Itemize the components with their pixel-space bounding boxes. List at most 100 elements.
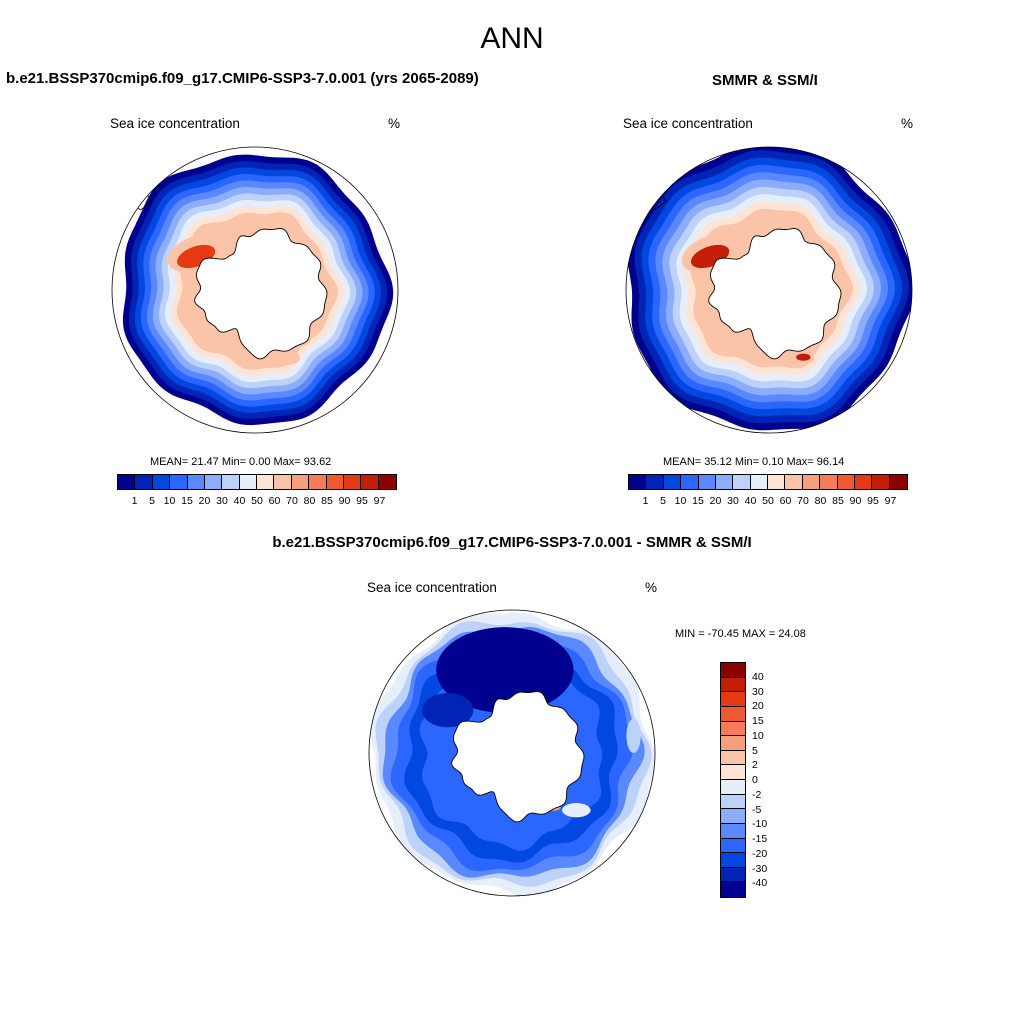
colorbar-swatch <box>820 475 838 489</box>
colorbar-swatch <box>721 692 745 707</box>
colorbar-tick-label: 30 <box>727 495 739 507</box>
colorbar-tick-label: 97 <box>373 495 386 507</box>
colorbar-swatch <box>222 475 240 489</box>
colorbar-tick-label: 97 <box>884 495 897 507</box>
main-title: ANN <box>480 22 544 55</box>
colorbar-swatch <box>135 475 153 489</box>
panel-1-title: b.e21.BSSP370cmip6.f09_g17.CMIP6-SSP3-7.… <box>6 70 479 87</box>
colorbar-swatch <box>733 475 751 489</box>
colorbar-tick-label: 5 <box>660 495 666 507</box>
colorbar-swatch <box>721 853 745 868</box>
colorbar-swatch <box>872 475 890 489</box>
colorbar-tick-label: 40 <box>233 495 246 507</box>
colorbar-tick-label: 40 <box>752 670 764 683</box>
colorbar-swatch <box>721 706 745 722</box>
colorbar-tick-label: 0 <box>752 774 758 786</box>
colorbar-swatch <box>187 475 205 489</box>
colorbar-tick-label: -30 <box>752 862 768 875</box>
colorbar-swatch <box>239 475 257 489</box>
panel-3-difference-map <box>368 609 656 897</box>
colorbar-tick-label: 15 <box>752 715 764 727</box>
colorbar-tick-label: 70 <box>286 495 298 507</box>
colorbar-swatch <box>309 475 327 489</box>
panel-1-polar-map <box>111 146 399 434</box>
panel-1-stats: MEAN= 21.47 Min= 0.00 Max= 93.62 <box>150 456 332 468</box>
colorbar-swatch <box>721 809 745 824</box>
colorbar-swatch <box>361 475 379 489</box>
colorbar-swatch <box>889 475 907 489</box>
colorbar-tick-label: 5 <box>752 744 758 757</box>
colorbar-tick-label: 95 <box>356 495 368 507</box>
colorbar-tick-label: 1 <box>642 495 649 507</box>
colorbar-tick-label: -10 <box>752 818 768 831</box>
panel-3-colorbar-ticks: 40 30 20 15 10 5 2 0 -2 -5 -10 -15 -20 -30 -40 <box>752 662 782 898</box>
panel-2-title: SMMR & SSM/I <box>712 72 818 89</box>
panel-2-colorbar <box>628 474 908 490</box>
panel-3-field-label: Sea ice concentration <box>367 580 497 595</box>
colorbar-tick-label: 15 <box>692 495 704 507</box>
panel-2-units: % <box>901 116 914 131</box>
colorbar-swatch <box>802 475 821 489</box>
panel-3-stats: MIN = -70.45 MAX = 24.08 <box>675 628 806 640</box>
colorbar-tick-label: 5 <box>149 495 155 507</box>
colorbar-swatch <box>837 475 855 489</box>
colorbar-swatch <box>721 677 745 693</box>
colorbar-swatch <box>721 838 745 854</box>
colorbar-tick-label: -20 <box>752 847 768 860</box>
colorbar-swatch <box>663 475 682 489</box>
colorbar-swatch <box>721 882 745 897</box>
colorbar-tick-label: 10 <box>674 495 687 507</box>
colorbar-tick-label: 40 <box>744 495 757 507</box>
colorbar-swatch <box>274 475 292 489</box>
colorbar-swatch <box>721 663 745 678</box>
colorbar-swatch <box>681 475 699 489</box>
colorbar-tick-label: 20 <box>198 495 211 507</box>
colorbar-tick-label: 80 <box>303 495 316 507</box>
colorbar-tick-label: 50 <box>251 495 263 507</box>
colorbar-swatch <box>721 780 745 795</box>
colorbar-tick-label: 60 <box>779 495 792 507</box>
colorbar-swatch <box>721 721 745 737</box>
panel-1-units: % <box>388 116 401 131</box>
colorbar-tick-label: 70 <box>797 495 809 507</box>
colorbar-tick-label: 95 <box>867 495 879 507</box>
colorbar-swatch <box>118 475 136 489</box>
colorbar-swatch <box>721 794 745 810</box>
colorbar-swatch <box>629 475 647 489</box>
panel-2-stats: MEAN= 35.12 Min= 0.10 Max= 96.14 <box>663 456 845 468</box>
colorbar-swatch <box>768 475 786 489</box>
colorbar-swatch <box>715 475 734 489</box>
colorbar-swatch <box>721 765 745 780</box>
colorbar-tick-label: -2 <box>752 788 762 801</box>
colorbar-tick-label: 10 <box>752 729 764 742</box>
colorbar-swatch <box>326 475 344 489</box>
colorbar-tick-label: 1 <box>131 495 138 507</box>
panel-2-polar-map <box>625 146 913 434</box>
panel-2-colorbar-ticks: 1 5 10 15 20 30 40 50 60 70 80 85 90 95 97 <box>628 495 908 509</box>
colorbar-swatch <box>854 475 873 489</box>
colorbar-swatch <box>291 475 310 489</box>
panel-3-units: % <box>645 580 658 595</box>
panel-1-field-label: Sea ice concentration <box>110 116 240 131</box>
colorbar-tick-label: 30 <box>752 685 764 698</box>
panel-1-colorbar <box>117 474 397 490</box>
colorbar-swatch <box>170 475 188 489</box>
colorbar-swatch <box>721 750 745 766</box>
panel-1-colorbar-ticks: 1 5 10 15 20 30 40 50 60 70 80 85 90 95 97 <box>117 495 397 509</box>
panel-3-title: b.e21.BSSP370cmip6.f09_g17.CMIP6-SSP3-7.… <box>272 534 752 551</box>
colorbar-tick-label: 30 <box>216 495 228 507</box>
colorbar-swatch <box>343 475 362 489</box>
colorbar-tick-label: -40 <box>752 877 768 890</box>
colorbar-tick-label: 85 <box>321 495 333 507</box>
colorbar-swatch <box>721 823 745 839</box>
panel-3-colorbar <box>720 662 746 898</box>
colorbar-swatch <box>698 475 716 489</box>
colorbar-swatch <box>378 475 396 489</box>
colorbar-tick-label: 20 <box>709 495 722 507</box>
colorbar-swatch <box>152 475 171 489</box>
colorbar-swatch <box>750 475 768 489</box>
colorbar-tick-label: 60 <box>268 495 281 507</box>
colorbar-swatch <box>204 475 223 489</box>
colorbar-tick-label: 80 <box>814 495 827 507</box>
colorbar-tick-label: 85 <box>832 495 844 507</box>
